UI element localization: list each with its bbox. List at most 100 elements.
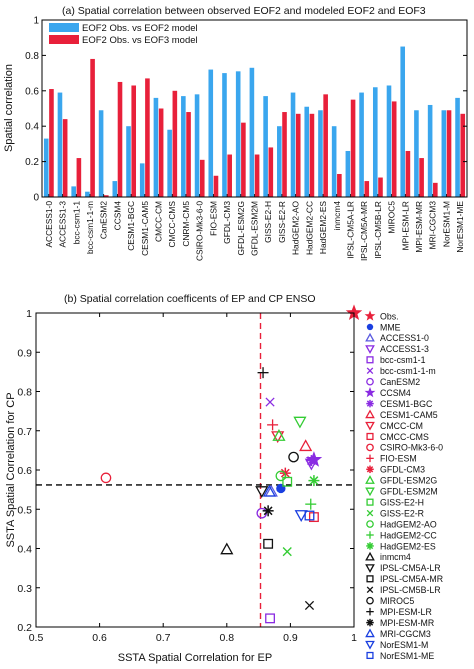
- legend-entry-mme: MME: [366, 322, 401, 332]
- legend-label-eof3: EOF2 Obs. vs EOF3 model: [82, 35, 198, 46]
- bar-eof2: [414, 110, 419, 197]
- point-giss-e2-h: [282, 476, 293, 487]
- legend-swatch-eof2: [49, 23, 79, 32]
- bar-eof2: [290, 92, 296, 197]
- point-inmcm4: [220, 542, 234, 555]
- bar-eof3: [103, 195, 109, 197]
- panel-a-bars: [43, 46, 466, 197]
- legend-entry-mri-cgcm3: MRI-CGCM3: [365, 628, 431, 639]
- x-tick-label: CCSM4: [112, 201, 122, 231]
- legend-swatch-eof3: [49, 35, 79, 44]
- y-tick-label: 0.8: [17, 387, 32, 399]
- legend-entry-access1-3: ACCESS1-3: [365, 344, 429, 354]
- bar-eof3: [90, 58, 95, 197]
- bar-eof3: [241, 122, 246, 197]
- bar-eof2: [126, 126, 131, 197]
- bar-eof2: [277, 126, 282, 197]
- x-tick-label: 0.9: [283, 632, 298, 644]
- bar-eof2: [400, 46, 406, 197]
- bar-eof3: [433, 182, 438, 197]
- bar-eof3: [419, 158, 424, 197]
- point-cesm1-cam5: [299, 439, 313, 452]
- legend-entry-ipsl-cm5a-mr: IPSL-CM5A-MR: [366, 574, 443, 584]
- panel-b-reference-lines: [36, 313, 354, 627]
- point-bcc-csm1-1-m: [265, 397, 275, 407]
- point-ipsl-cm5a-mr: [263, 538, 274, 549]
- bar-eof2: [345, 150, 351, 197]
- legend-entry-gfdl-esm2m: GFDL-ESM2M: [365, 487, 438, 497]
- point-hadgem2-ao: [275, 470, 287, 482]
- point-ipsl-cm5a-lr: [255, 486, 269, 499]
- bar-eof2: [112, 181, 118, 197]
- bar-eof3: [446, 110, 452, 197]
- bar-eof2: [181, 96, 186, 197]
- bar-eof3: [337, 173, 342, 197]
- bar-eof2: [57, 92, 63, 197]
- x-tick-label: MPI-ESM-LR: [400, 201, 410, 250]
- bar-eof2: [331, 126, 337, 197]
- bar-eof3: [158, 108, 164, 197]
- bar-eof2: [98, 110, 104, 197]
- legend-entry-canesm2: CanESM2: [366, 377, 420, 387]
- bar-eof2: [85, 191, 90, 197]
- legend-label: GFDL-ESM2M: [380, 487, 438, 497]
- x-tick-label: bcc-csm1-1-m: [85, 201, 95, 254]
- legend-label: inmcm4: [380, 552, 411, 562]
- legend-label: MPI-ESM-MR: [380, 618, 434, 628]
- x-tick-label: MRI-CGCM3: [428, 201, 438, 250]
- legend-label: CSIRO-Mk3-6-0: [380, 443, 443, 453]
- panel-b-ylabel: SSTA Spatial Correlation for CP: [5, 392, 17, 547]
- x-tick-label: bcc-csm1-1: [71, 201, 81, 245]
- bar-eof3: [350, 99, 356, 197]
- y-tick-label: 0.3: [17, 583, 32, 595]
- point-fio-esm: [267, 419, 279, 431]
- bar-eof3: [309, 113, 315, 197]
- legend-label: CESM1-BGC: [380, 399, 433, 409]
- bar-eof3: [199, 159, 205, 197]
- bar-eof3: [282, 112, 287, 197]
- legend-entry-miroc5: MIROC5: [366, 596, 414, 606]
- x-tick-label: IPSL-CM5A-LR: [345, 201, 355, 259]
- x-tick-label: CESM1-BGC: [126, 201, 136, 251]
- legend-label: HadGEM2-AO: [380, 519, 437, 529]
- x-tick-label: GFDL-CM3: [222, 201, 232, 244]
- panel-a-title: (a) Spatial correlation between observed…: [62, 5, 426, 17]
- legend-label: MME: [380, 322, 401, 332]
- x-tick-label: GFDL-ESM2M: [250, 201, 260, 256]
- x-tick-label: CMCC-CM: [154, 201, 164, 242]
- x-tick-label: MIROC5: [387, 201, 397, 234]
- legend-label: IPSL-CM5A-MR: [380, 574, 443, 584]
- point-hadgem2-es: [308, 475, 320, 487]
- x-tick-label: CSIRO-Mk3-6-0: [195, 201, 205, 261]
- x-tick-label: CESM1-CAM5: [140, 201, 150, 256]
- bar-eof2: [427, 104, 433, 197]
- legend-entry-ipsl-cm5a-lr: IPSL-CM5A-LR: [365, 563, 441, 573]
- x-tick-label: GISS-E2-R: [277, 201, 287, 243]
- x-tick-label: ACCESS1-0: [44, 201, 54, 248]
- bar-eof3: [117, 81, 123, 197]
- legend-entry-hadgem2-ao: HadGEM2-AO: [366, 519, 437, 529]
- x-tick-label: NorESM1-M: [441, 201, 451, 247]
- legend-label: NorESM1-M: [380, 640, 428, 650]
- x-tick-label: CMCC-CMS: [167, 201, 177, 248]
- bar-eof3: [295, 113, 301, 197]
- legend-label: MRI-CGCM3: [380, 629, 431, 639]
- legend-label: IPSL-CM5A-LR: [380, 563, 441, 573]
- bar-eof2: [304, 106, 310, 197]
- y-tick-label: 0.7: [17, 426, 32, 438]
- bar-eof3: [460, 113, 466, 197]
- point-mme: [276, 483, 286, 494]
- legend-entry-cmcc-cms: CMCC-CMS: [366, 432, 429, 442]
- point-noresm1-m: [294, 510, 308, 522]
- x-tick-label: 0.5: [29, 632, 44, 644]
- panel-b-axes: 0.5 0.6 0.7 0.8 0.9 1 0.2 0.3 0.4 0.5 0.6 0.7 0.8 0.9…: [17, 308, 357, 644]
- legend-label: GFDL-ESM2G: [380, 476, 437, 486]
- panel-a-frame: [41, 19, 468, 198]
- bar-eof3: [49, 89, 54, 197]
- point-miroc5: [288, 451, 299, 463]
- x-tick-label: CNRM-CM5: [181, 201, 191, 247]
- legend-entry-cesm1-bgc: CESM1-BGC: [366, 399, 433, 409]
- x-tick-label: MPI-ESM-MR: [414, 201, 424, 253]
- bar-eof3: [227, 154, 232, 197]
- legend-label: IPSL-CM5B-LR: [380, 585, 441, 595]
